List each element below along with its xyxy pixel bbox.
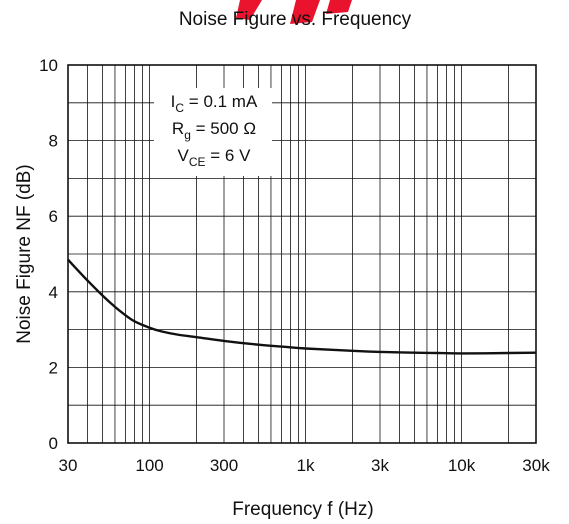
chart-title: Noise Figure vs. Frequency <box>179 9 412 30</box>
y-tick-label: 6 <box>49 207 58 226</box>
noise-figure-curve <box>67 258 537 355</box>
y-tick-label: 10 <box>39 56 58 75</box>
x-tick-label: 30 <box>59 456 78 475</box>
y-tick-labels: 0 2 4 6 8 10 <box>39 56 58 453</box>
x-axis-title: Frequency f (Hz) <box>232 499 373 520</box>
annotation-line: IC = 0.1 mA <box>171 92 258 115</box>
y-axis-title: Noise Figure NF (dB) <box>14 164 35 344</box>
x-tick-label: 300 <box>210 456 238 475</box>
annotation-line: VCE = 6 V <box>178 146 252 169</box>
y-tick-label: 0 <box>49 434 58 453</box>
annotation-line: Rg = 500 Ω <box>172 119 256 142</box>
x-tick-label: 10k <box>448 456 476 475</box>
annotation-background <box>154 88 272 176</box>
condition-annotation: IC = 0.1 mA Rg = 500 Ω VCE = 6 V <box>154 88 272 176</box>
x-tick-labels: 30 100 300 1k 3k 10k 30k <box>59 456 551 475</box>
y-tick-label: 8 <box>49 132 58 151</box>
y-tick-label: 4 <box>49 283 58 302</box>
plot-frame <box>67 64 537 444</box>
y-tick-label: 2 <box>49 358 58 377</box>
x-tick-label: 30k <box>522 456 550 475</box>
x-tick-label: 100 <box>135 456 163 475</box>
watermark-logo <box>236 0 352 24</box>
x-tick-label: 3k <box>371 456 389 475</box>
x-tick-label: 1k <box>297 456 315 475</box>
